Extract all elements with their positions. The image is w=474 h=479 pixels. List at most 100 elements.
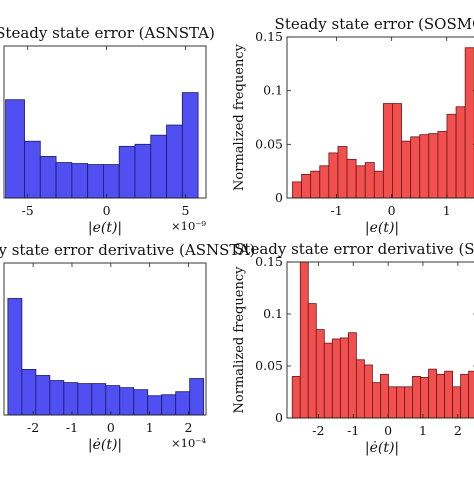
histogram-bar [401,140,412,199]
histogram-bar [437,131,448,199]
histogram-bar [323,342,333,419]
y-tick-label: 0 [275,190,283,205]
x-tick-label: 2 [185,420,193,435]
x-axis-exponent: ×10⁻⁴ [171,436,206,450]
y-tick-label: 0.05 [255,358,283,373]
histogram-bar [63,382,79,416]
histogram-bar [133,389,149,416]
x-tick-label: 1 [419,423,427,438]
histogram-bar [134,143,152,199]
histogram-bar [315,329,325,419]
x-tick-label: 0 [107,420,115,435]
histogram-bar [105,385,121,416]
histogram-bar [404,386,413,419]
histogram-bar [455,106,466,199]
x-tick-label: -5 [22,203,34,218]
histogram-bar [55,162,73,199]
x-tick-label: -1 [347,423,359,438]
x-tick-label: -2 [312,423,324,438]
x-axis-exponent: ×10⁻⁹ [171,219,206,233]
histogram-bar [328,152,339,199]
histogram-bar [388,386,397,419]
histogram-bar [363,364,373,419]
chart-title: Steady state error (SOSMC) [275,15,474,33]
histogram-bar [299,261,309,419]
histogram-bar [372,382,381,419]
y-tick-label: 0.15 [255,29,283,44]
x-axis-label: |ė(t)| [88,437,122,453]
histogram-bar [346,158,357,199]
histogram-bar [71,163,89,199]
y-tick-label: 0.15 [255,254,283,269]
histogram-bar [428,368,437,419]
chart-title: Steady state error derivative (SOSMC) [234,240,474,258]
histogram-bar [364,162,375,199]
histogram-bar [373,170,384,199]
axes-frame [286,261,474,419]
histogram-bar [460,373,470,419]
histogram-bar [118,145,136,199]
x-axis-label: |e(t)| [365,220,399,236]
histogram-bar [291,375,301,419]
histogram-bar [337,146,348,199]
histogram-bar [419,134,430,199]
axes-frame [3,262,207,416]
histogram-bar [392,103,402,199]
histogram-bar [396,386,405,419]
histogram-bar [77,383,93,416]
histogram-bar [39,156,57,199]
chart-title: Steady state error (ASNSTA) [0,24,215,42]
x-tick-label: 2 [454,423,462,438]
histogram-bar [464,47,474,199]
histogram-bar [49,380,65,416]
x-tick-label: -2 [27,420,39,435]
histogram-bar [119,387,135,416]
histogram-bar [175,391,191,416]
y-tick-label: 0.1 [263,306,283,321]
x-tick-label: 1 [146,420,154,435]
histogram-bar [189,378,205,416]
y-axis-label: Normalized frequency [232,43,247,191]
axes-frame [286,36,474,199]
histogram-bar [166,124,183,199]
histogram-bar [24,140,41,199]
x-axis-label: |e(t)| [88,220,122,236]
x-axis-label: |ė(t)| [365,440,399,456]
histogram-bar [355,165,366,199]
x-tick-label: 1 [443,203,451,218]
axes-frame [3,45,207,199]
panel-error-asnsta: -5 0 5 Steady state error (ASNSTA) |e(t)| ×10… [0,24,215,236]
histogram-bar [150,134,167,199]
histogram-bar [331,338,341,419]
histogram-bar [161,394,177,416]
histogram-bar [7,298,23,416]
histogram-bar [301,173,312,199]
histogram-bar [446,113,457,199]
histogram-bar [181,92,199,199]
histogram-bar [420,377,429,419]
histogram-bar [444,370,453,419]
y-tick-label: 0.05 [255,136,283,151]
histogram-bar [87,164,104,199]
x-tick-label: 0 [103,203,111,218]
histogram-bar [307,303,317,419]
histogram-bar [412,375,421,419]
histogram-bar [436,373,445,419]
x-tick-label: 0 [384,423,392,438]
histogram-bar [5,99,25,199]
histogram-bar [347,332,357,419]
histogram-bar [310,170,321,199]
histogram-bar [428,133,439,199]
y-axis-label: Normalized frequency [232,266,247,414]
histogram-bar [292,181,302,199]
x-tick-label: 0 [388,203,396,218]
histogram-bar [452,386,462,419]
panel-error-derivative-asnsta: -2 -1 0 1 2 Steady state error derivative (AS… [0,241,255,453]
histogram-bar [355,359,365,419]
histogram-bar [319,165,330,199]
histogram-bar [35,375,51,416]
